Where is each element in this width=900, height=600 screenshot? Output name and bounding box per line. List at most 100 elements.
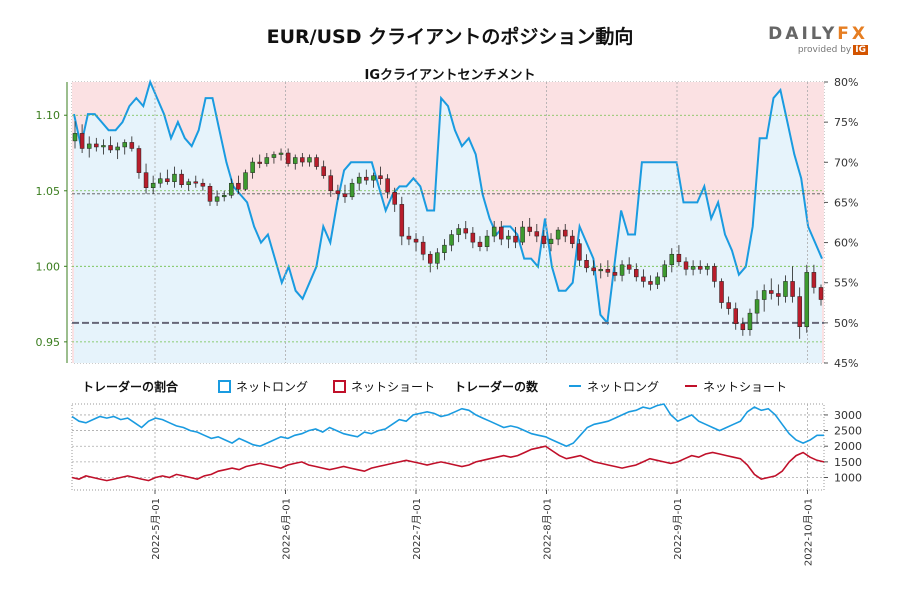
candle-body <box>342 193 348 198</box>
candle-body <box>179 173 184 185</box>
candle-body <box>683 261 689 270</box>
legend-count-title: トレーダーの数 <box>454 379 539 394</box>
legend-short-swatch <box>333 380 346 393</box>
candle-body <box>648 281 653 285</box>
candle-body <box>726 302 731 309</box>
count-tick-label: 2500 <box>834 425 862 438</box>
candle-body <box>79 133 85 149</box>
candle-body <box>165 178 170 182</box>
candle-body <box>754 299 760 314</box>
candle-body <box>314 157 319 167</box>
candle-body <box>577 243 582 261</box>
candle-body <box>676 253 682 263</box>
percent-tick-label: 80% <box>834 76 858 89</box>
candle-body <box>271 154 277 158</box>
legend-net-long: ネットロング <box>236 380 308 394</box>
candle-body <box>101 145 106 148</box>
percent-tick-label: 50% <box>834 317 858 330</box>
candle-body <box>697 266 703 270</box>
candle-body <box>733 308 738 324</box>
candle-body <box>761 290 767 300</box>
chart-subtitle: IGクライアントセンチメント <box>364 68 536 83</box>
candle-body <box>221 195 227 198</box>
candle-body <box>129 142 135 149</box>
candle-body <box>811 272 817 288</box>
logo-ig-badge: IG <box>853 45 868 55</box>
candle-body <box>300 157 305 163</box>
candle-body <box>499 226 504 240</box>
candle-body <box>307 157 312 163</box>
candle-body <box>790 281 795 297</box>
price-sentiment-panel: 1.10 1.05 1.00 0.95 80% 75% 70% 65% 60% 55% 50% 45% <box>36 76 859 370</box>
candle-body <box>584 260 589 269</box>
percent-tick-label: 60% <box>834 237 858 250</box>
candle-body <box>619 264 625 276</box>
candle-body <box>186 181 191 185</box>
candle-body <box>712 266 717 282</box>
candle-body <box>378 175 383 179</box>
candle-body <box>513 235 518 243</box>
legend-net-short: ネットショート <box>351 380 435 394</box>
legend-net-long-2: ネットロング <box>587 380 659 394</box>
candle-body <box>477 241 483 247</box>
candle-body <box>740 323 746 331</box>
legend-long-swatch <box>218 380 231 393</box>
candle-body <box>562 229 568 237</box>
candle-body <box>108 145 113 151</box>
net-long-count-line <box>71 403 824 448</box>
candle-body <box>548 238 554 244</box>
candle-body <box>321 166 326 176</box>
candle-body <box>555 229 561 240</box>
candle-body <box>335 190 341 195</box>
candle-body <box>86 143 92 149</box>
price-tick-label: 1.10 <box>36 109 61 122</box>
legend-net-short-2: ネットショート <box>703 380 787 394</box>
candle-body <box>364 176 369 181</box>
candle-body <box>626 264 632 270</box>
candle-body <box>264 157 270 164</box>
candle-body <box>570 235 575 244</box>
long-percent-line <box>73 79 823 326</box>
candle-body <box>804 272 810 327</box>
candle-body <box>207 185 213 202</box>
candle-body <box>158 178 163 184</box>
candle-body <box>420 241 426 255</box>
percent-tick-label: 55% <box>834 277 858 290</box>
net-short-count-line <box>71 445 825 482</box>
percent-tick-label: 65% <box>834 196 858 209</box>
candle-body <box>193 181 199 184</box>
candle-body <box>669 253 675 266</box>
candle-body <box>655 276 660 285</box>
candle-body <box>143 172 149 189</box>
count-tick-label: 2000 <box>834 440 862 453</box>
logo-fx-text: FX <box>837 24 868 44</box>
candle-body <box>250 161 255 173</box>
candle-body <box>236 182 241 190</box>
date-tick-label: 2022-7月-01 <box>411 498 423 560</box>
chart-title: EUR/USD クライアントのポジション動向 <box>266 26 634 48</box>
count-tick-label: 3000 <box>834 409 862 422</box>
candle-body <box>818 287 824 300</box>
candle-body <box>278 152 284 155</box>
candle-body <box>328 175 334 192</box>
dailyfx-logo: DAILYFX provided by IG <box>760 24 868 55</box>
candle-body <box>136 148 142 173</box>
candle-body <box>605 269 611 273</box>
candle-body <box>399 204 405 237</box>
candle-body <box>72 133 78 142</box>
candle-body <box>406 235 412 240</box>
candle-body <box>747 312 753 331</box>
logo-main-text: DAILY <box>768 24 838 44</box>
candle-body <box>122 142 127 148</box>
price-tick-label: 1.00 <box>36 260 61 273</box>
candle-body <box>612 272 618 276</box>
candle-body <box>371 175 376 181</box>
candle-body <box>662 264 667 278</box>
candle-body <box>591 267 596 272</box>
candle-body <box>442 244 447 253</box>
candle-body <box>392 192 397 205</box>
price-tick-label: 1.05 <box>36 185 61 198</box>
candle-body <box>435 252 440 264</box>
candle-body <box>634 269 639 278</box>
candle-body <box>257 161 262 164</box>
